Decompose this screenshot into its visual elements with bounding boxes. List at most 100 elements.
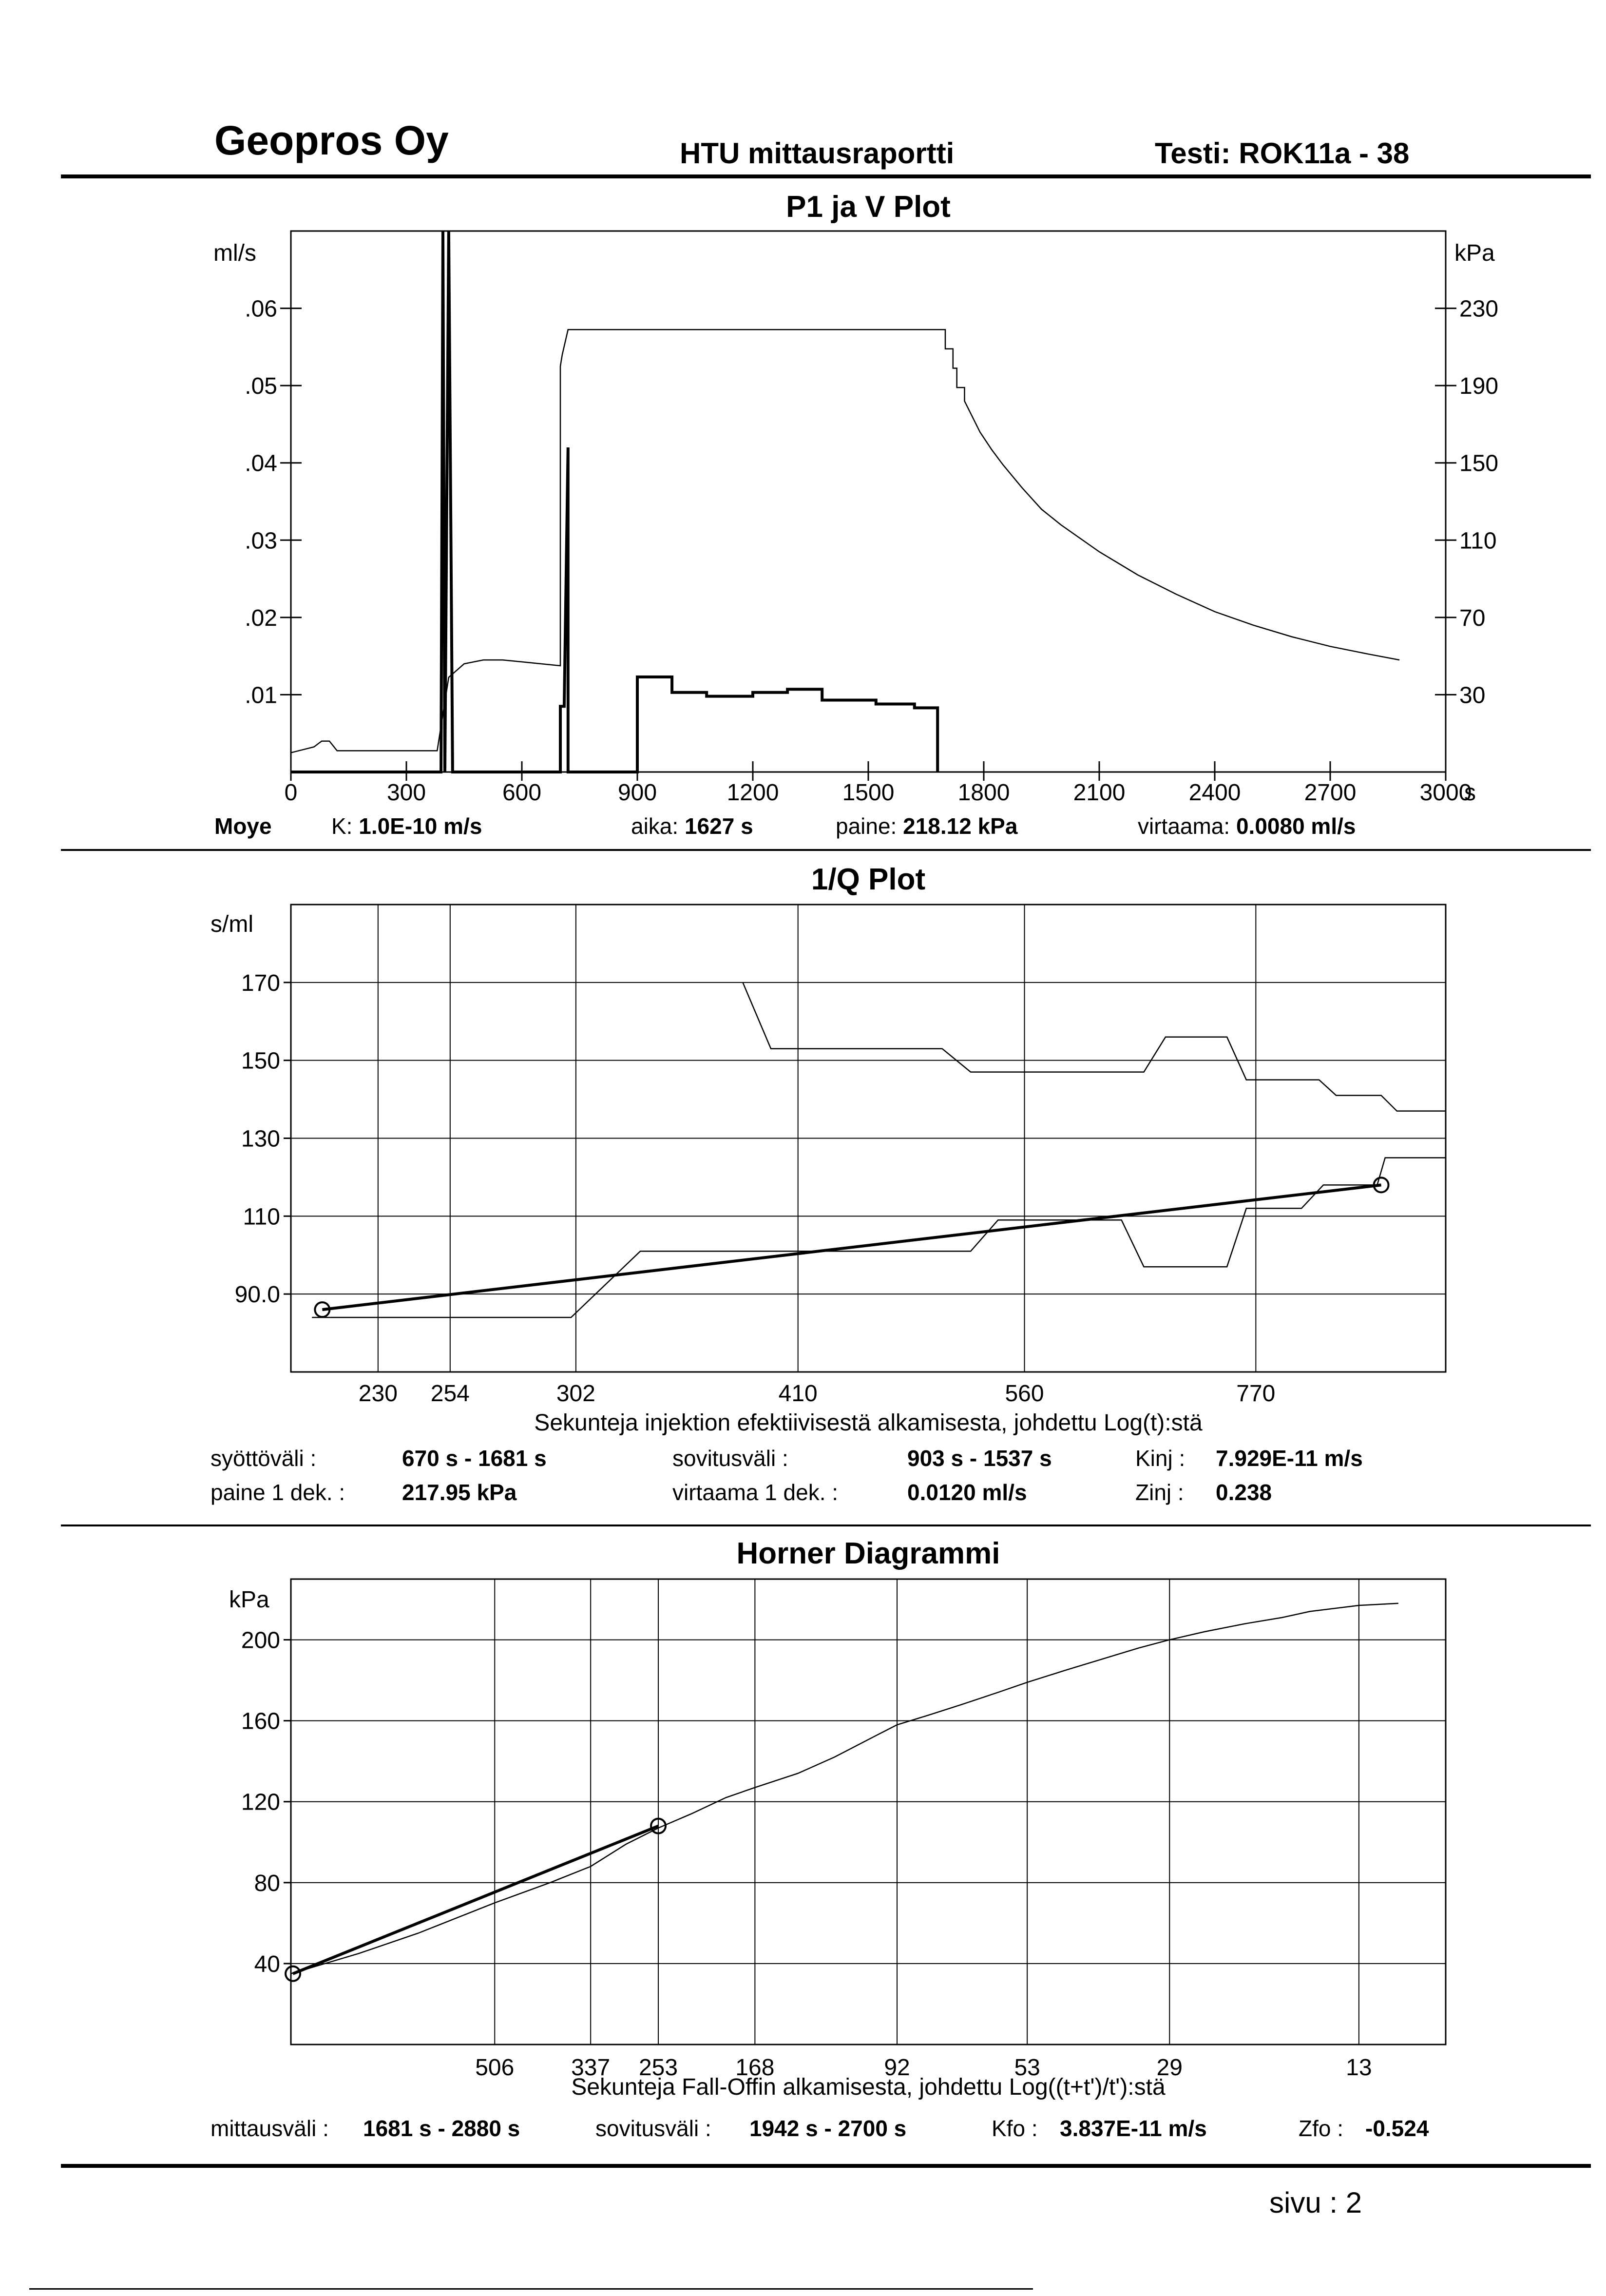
- plot1-xtick-label: 3000: [1420, 780, 1472, 806]
- page-number: sivu : 2: [1269, 2186, 1362, 2219]
- zinj-value: 0.238: [1216, 1480, 1272, 1505]
- zinj-label: Zinj :: [1135, 1480, 1184, 1505]
- plot2-series-1: [742, 982, 1446, 1112]
- report-title: HTU mittausraportti: [680, 137, 955, 170]
- mittaus-value: 1681 s - 2880 s: [363, 2116, 520, 2141]
- plot3-ytick-label: 160: [241, 1709, 280, 1735]
- plot2-series-3: [322, 1183, 1381, 1312]
- virtaama-value: 0.0080 ml/s: [1236, 813, 1356, 839]
- plot3-xtick-label: 13: [1346, 2055, 1372, 2081]
- syotto-label: syöttöväli :: [210, 1446, 317, 1471]
- plot3-xtick-label: 29: [1157, 2055, 1183, 2081]
- header-rule: [61, 174, 1591, 178]
- plot3-ytick-label: 120: [241, 1790, 280, 1815]
- plot3-xtick-label: 168: [735, 2055, 774, 2081]
- plot1-xtick-label: 600: [502, 780, 541, 806]
- kfo-value: 3.837E-11 m/s: [1060, 2116, 1207, 2141]
- plot1-xtick-label: 0: [285, 780, 298, 806]
- syotto-value: 670 s - 1681 s: [402, 1446, 547, 1471]
- plot3-ytick-label: 200: [241, 1628, 280, 1654]
- plot2-xtick-label: 254: [431, 1381, 470, 1407]
- plot3-ytick-label: 40: [254, 1951, 280, 1977]
- plot1-ytick-right-label: 150: [1459, 451, 1498, 477]
- aika-info: aika: 1627 s: [631, 813, 753, 839]
- plot1-ytick-left-label: .06: [245, 296, 277, 322]
- plot2-ytick-label: 170: [241, 970, 280, 996]
- plot1-xtick-label: 300: [387, 780, 426, 806]
- sovitus3-label: sovitusväli :: [595, 2116, 711, 2141]
- plot1-xtick-label: 900: [618, 780, 657, 806]
- paine-value: 218.12 kPa: [903, 813, 1018, 839]
- plot3-xtick-label: 53: [1014, 2055, 1040, 2081]
- k-info: K: 1.0E-10 m/s: [331, 813, 482, 839]
- rule-2: [61, 1524, 1591, 1526]
- virtaama-info: virtaama: 0.0080 ml/s: [1138, 813, 1356, 839]
- plot2-xtick-label: 230: [359, 1381, 398, 1407]
- paine1-value: 217.95 kPa: [402, 1480, 517, 1505]
- k-value: 1.0E-10 m/s: [359, 813, 482, 839]
- test-id: Testi: ROK11a - 38: [1155, 137, 1410, 170]
- plot-p1-v: P1 ja V Plot ml/s kPa .01 .02 .03 .04 .05 .06 30 7…: [213, 190, 1498, 806]
- company-name: Geopros Oy: [214, 117, 449, 163]
- plot2-ytick-label: 90.0: [235, 1282, 280, 1308]
- plot2-xlabel: Sekunteja injektion efektiivisestä alkam…: [534, 1410, 1203, 1436]
- sovitus2-value: 903 s - 1537 s: [907, 1446, 1052, 1471]
- plot1-ytick-left-label: .02: [245, 605, 277, 631]
- plot2-fit-end-marker: [1373, 1177, 1390, 1194]
- paine-label: paine:: [836, 813, 897, 839]
- zfo-value: -0.524: [1365, 2116, 1429, 2141]
- method-name: Moye: [214, 813, 272, 839]
- k-label: K:: [331, 813, 353, 839]
- plot3-xlabel: Sekunteja Fall-Offin alkamisesta, johdet…: [571, 2074, 1166, 2100]
- plot1-frame: [290, 230, 1447, 773]
- plot2-series-2: [312, 1157, 1446, 1318]
- plot2-fit-start-marker: [314, 1301, 331, 1318]
- plot2-ytick-label: 130: [241, 1126, 280, 1152]
- virtaama1-label: virtaama 1 dek. :: [672, 1480, 839, 1505]
- zfo-label: Zfo :: [1299, 2116, 1344, 2141]
- plot2-title: 1/Q Plot: [811, 863, 925, 896]
- aika-label: aika:: [631, 813, 679, 839]
- plot1-ytick-left-label: .05: [245, 373, 277, 399]
- rule-1: [61, 849, 1591, 851]
- plot2-xtick-label: 560: [1005, 1381, 1044, 1407]
- plot1-ytick-right-label: 70: [1459, 605, 1485, 631]
- plot3-xtick-label: 253: [639, 2055, 678, 2081]
- footer-rule: [61, 2164, 1591, 2168]
- plot3-xtick-label: 92: [884, 2055, 910, 2081]
- plot3-series-0: [290, 1602, 1398, 1974]
- plot2-xtick-label: 302: [556, 1381, 595, 1407]
- plot1-ytick-right-label: 230: [1459, 296, 1498, 322]
- paine1-label: paine 1 dek. :: [210, 1480, 345, 1505]
- plot-horner: Horner Diagrammi kPa 40 80 120 160 200 506 337 25…: [229, 1537, 1447, 2100]
- plot1-ytick-left-label: .03: [245, 528, 277, 554]
- plot1-ytick-right-label: 30: [1459, 682, 1485, 708]
- kinj-value: 7.929E-11 m/s: [1216, 1446, 1363, 1471]
- plot2-ytick-label: 110: [243, 1204, 280, 1230]
- plot1-series-0: [291, 231, 939, 773]
- plot1-xlabel: s: [1464, 780, 1476, 806]
- plot1-xtick-label: 2400: [1189, 780, 1241, 806]
- plot3-frame: [290, 1578, 1447, 2045]
- plot3-xtick-label: 337: [571, 2055, 610, 2081]
- plot-1q: 1/Q Plot s/ml 90.0 110 130 150 170 230 254 302 410…: [210, 863, 1447, 1436]
- plot3-series-1: [292, 1824, 659, 1975]
- sovitus3-value: 1942 s - 2700 s: [749, 2116, 907, 2141]
- plot3-ytick-label: 80: [254, 1871, 280, 1896]
- plot1-info: Moye: [214, 813, 272, 839]
- virtaama1-value: 0.0120 ml/s: [907, 1480, 1027, 1505]
- plot3-ylabel: kPa: [229, 1587, 269, 1613]
- plot1-ytick-left-label: .04: [245, 451, 277, 477]
- kfo-label: Kfo :: [992, 2116, 1038, 2141]
- plot1-xtick-label: 2100: [1073, 780, 1126, 806]
- plot1-series-1: [290, 328, 1400, 753]
- plot3-fit-start-marker: [285, 1965, 302, 1982]
- plot1-xtick-label: 1200: [727, 780, 779, 806]
- plot1-xtick-label: 1800: [958, 780, 1010, 806]
- plot3-xtick-label: 506: [475, 2055, 514, 2081]
- mittaus-label: mittausväli :: [210, 2116, 329, 2141]
- plot2-xtick-label: 770: [1236, 1381, 1275, 1407]
- plot1-ylabel-left: ml/s: [213, 240, 256, 266]
- plot2-xtick-label: 410: [779, 1381, 818, 1407]
- paine-info: paine: 218.12 kPa: [836, 813, 1017, 839]
